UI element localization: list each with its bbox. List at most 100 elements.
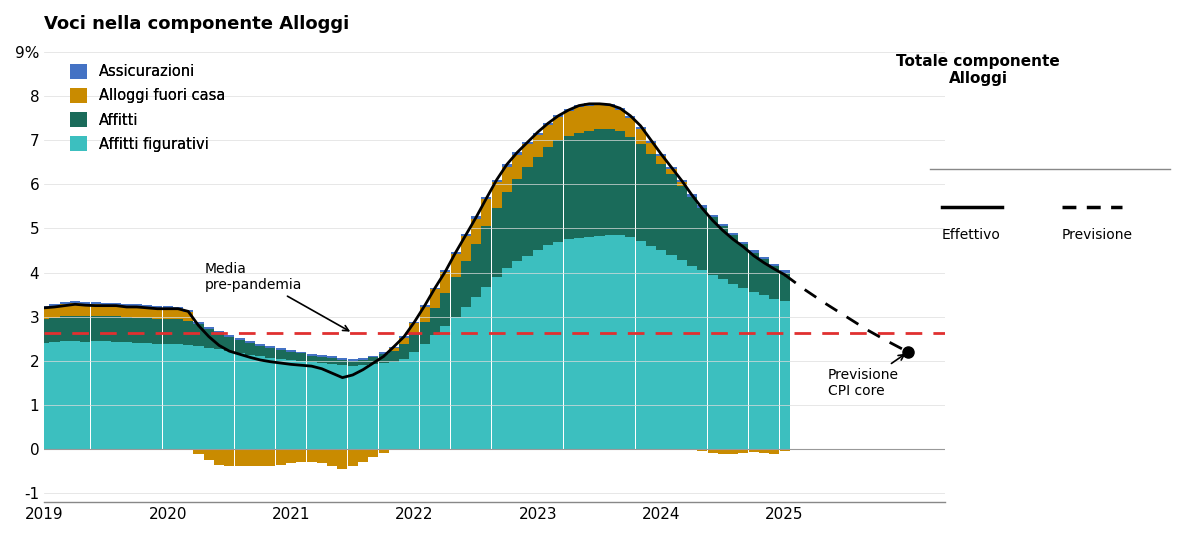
Bar (625, 116, 635, 118)
Bar (574, 133, 584, 238)
Bar (502, 166, 512, 192)
Bar (688, 197, 697, 198)
Bar (256, 449, 265, 466)
Bar (656, 164, 666, 250)
Bar (358, 358, 368, 359)
Bar (544, 125, 553, 147)
Bar (214, 331, 224, 332)
Bar (60, 316, 70, 342)
Bar (184, 345, 193, 449)
Bar (368, 365, 378, 449)
Bar (152, 308, 162, 320)
Bar (553, 115, 564, 117)
Bar (276, 349, 286, 350)
Bar (677, 180, 686, 183)
Bar (481, 199, 492, 226)
Bar (256, 344, 265, 346)
Bar (677, 186, 686, 260)
Bar (625, 237, 635, 449)
Bar (368, 357, 378, 365)
Bar (502, 192, 512, 268)
Bar (533, 135, 542, 157)
Bar (758, 259, 769, 295)
Bar (162, 308, 173, 319)
Bar (636, 127, 646, 129)
Bar (409, 323, 420, 335)
Bar (697, 208, 707, 270)
Bar (337, 365, 348, 449)
Bar (245, 341, 254, 343)
Bar (522, 256, 533, 449)
Bar (348, 366, 358, 449)
Bar (378, 363, 389, 449)
Bar (769, 299, 779, 449)
Bar (204, 347, 214, 449)
Bar (193, 449, 204, 454)
Bar (440, 326, 450, 449)
Bar (40, 306, 49, 308)
Bar (101, 342, 110, 449)
Bar (296, 361, 306, 449)
Bar (328, 449, 337, 466)
Bar (409, 322, 420, 323)
Bar (328, 358, 337, 364)
Bar (512, 155, 522, 179)
Bar (605, 129, 614, 235)
Bar (132, 307, 142, 317)
Bar (646, 141, 656, 143)
Bar (265, 348, 276, 358)
Bar (306, 354, 317, 355)
Bar (193, 346, 204, 449)
Bar (389, 362, 398, 449)
Bar (708, 449, 718, 453)
Bar (461, 260, 470, 307)
Bar (718, 279, 728, 449)
Bar (152, 320, 162, 344)
Bar (738, 449, 749, 453)
Bar (492, 180, 502, 182)
Bar (245, 449, 254, 466)
Bar (594, 103, 605, 105)
Bar (306, 362, 317, 449)
Bar (574, 107, 584, 133)
Bar (544, 123, 553, 125)
Bar (749, 449, 758, 452)
Bar (358, 359, 368, 365)
Bar (389, 347, 398, 349)
Bar (265, 358, 276, 449)
Bar (389, 349, 398, 351)
Bar (780, 449, 790, 452)
Bar (328, 357, 337, 358)
Bar (49, 306, 60, 317)
Bar (708, 215, 718, 217)
Bar (749, 292, 758, 449)
Bar (697, 205, 707, 208)
Bar (594, 236, 605, 449)
Bar (193, 322, 204, 324)
Bar (625, 136, 635, 237)
Bar (121, 304, 132, 307)
Bar (553, 242, 564, 449)
Bar (286, 350, 296, 352)
Bar (616, 108, 625, 110)
Bar (533, 133, 542, 135)
Bar (91, 304, 101, 316)
Bar (80, 342, 90, 449)
Bar (40, 319, 49, 343)
Bar (780, 301, 790, 449)
Bar (112, 303, 121, 306)
Bar (450, 254, 461, 277)
Bar (533, 250, 542, 449)
Bar (708, 217, 718, 275)
Bar (286, 449, 296, 463)
Bar (204, 329, 214, 347)
Bar (758, 257, 769, 259)
Bar (636, 241, 646, 449)
Bar (256, 357, 265, 449)
Bar (389, 351, 398, 362)
Bar (276, 359, 286, 449)
Bar (80, 302, 90, 304)
Bar (204, 449, 214, 460)
Bar (204, 327, 214, 329)
Bar (400, 336, 409, 338)
